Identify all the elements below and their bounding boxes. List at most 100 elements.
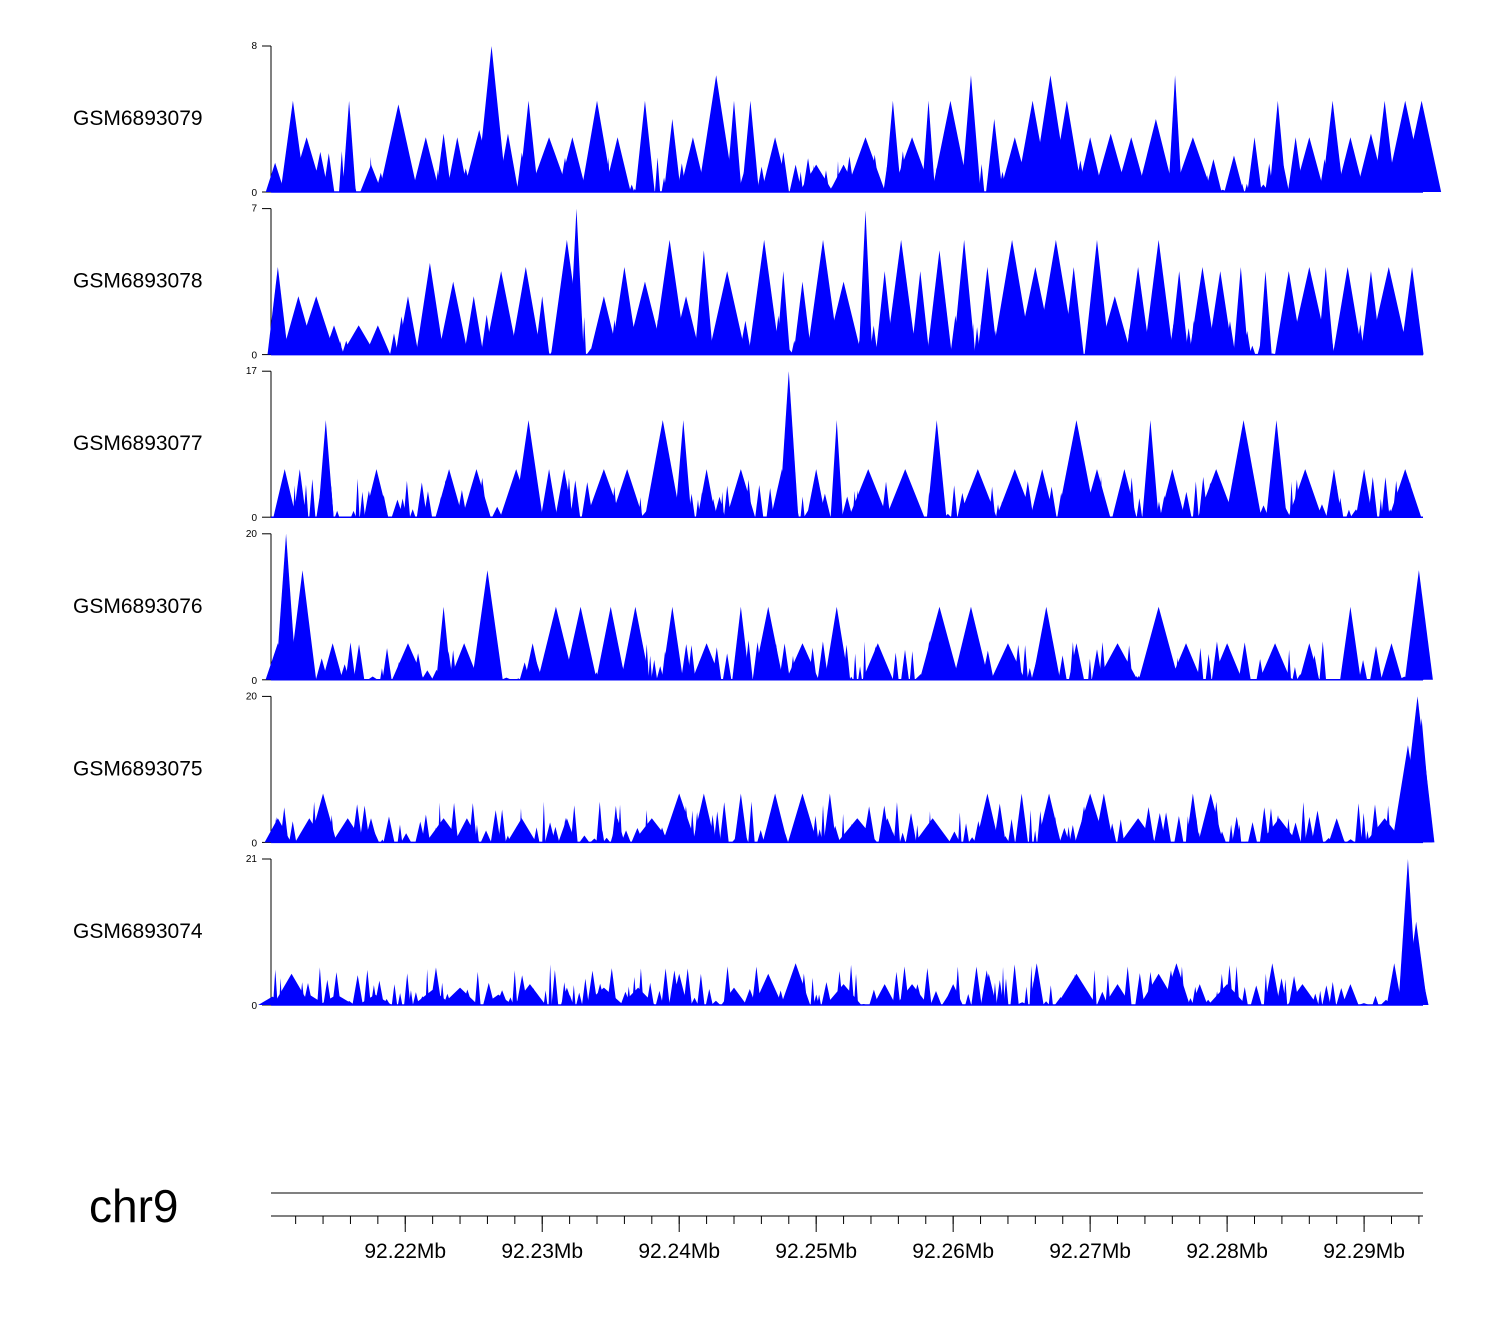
coverage-bar [1249,189,1257,192]
coverage-bar [998,501,1006,518]
coverage-bar [752,966,761,1005]
coverage-bar [878,805,890,843]
coverage-bar [548,964,552,1005]
coverage-bar [1310,655,1319,680]
y-tick-label-max: 17 [246,366,258,377]
coverage-bar [632,976,637,1005]
coverage-bar [1029,965,1034,1005]
coverage-bar [979,507,983,518]
coverage-bar [298,655,307,680]
coverage-bar [943,658,948,680]
coverage-bar [1017,331,1029,355]
coverage-bar [395,159,401,192]
y-tick-label-max: 20 [246,691,258,702]
peak-21 [708,271,746,355]
coverage-bar [375,172,386,192]
coverage-bar [611,486,618,518]
coverage-bar [1319,159,1330,192]
coverage-bar [1239,183,1245,192]
coverage-bar [687,645,696,680]
coverage-bar [413,185,421,192]
track-label: GSM6893076 [73,595,203,618]
coverage-bar [771,164,777,192]
coverage-bar [295,838,307,843]
coverage-bar [978,324,984,355]
coverage-bar [869,154,880,192]
coverage-bar [1336,988,1347,1005]
coverage-bar [843,1000,848,1005]
peak-33 [961,75,981,192]
coverage-bar [487,173,493,192]
coverage-bar [961,334,969,355]
coverage-bar [340,821,351,843]
coverage-bar [677,163,687,192]
coverage-bar [736,335,741,355]
coverage-bar [353,644,365,680]
coverage-bar [1014,644,1023,680]
coverage-bar [841,496,853,518]
coverage-bar [593,185,604,192]
coverage-bar [359,491,365,518]
peak-14 [529,137,569,192]
coverage-bar [311,169,322,192]
coverage-bar [989,486,996,518]
coverage-bar [1359,190,1368,192]
coverage-bar [1046,182,1052,192]
coverage-bar [790,655,796,680]
coverage-bar [449,802,459,843]
coverage-bar [695,341,705,355]
coverage-bar [855,490,860,518]
coverage-bar [1386,509,1394,518]
coverage-bar [1069,642,1076,680]
y-tick-label-min: 0 [251,676,257,687]
coverage-bar [1046,486,1057,518]
coverage-bar [918,837,930,843]
peak-33 [1380,643,1403,680]
track-label: GSM6893078 [73,270,203,293]
coverage-bar [752,642,763,680]
coverage-bar [777,151,789,192]
coverage-bar [840,177,845,192]
coverage-bar [1346,509,1352,518]
coverage-bar [927,347,933,355]
coverage-bar [1384,321,1396,355]
coverage-bar [1194,817,1199,843]
coverage-bar [1153,354,1161,355]
coverage-bar [800,973,808,1005]
coverage-bar [948,831,960,843]
peak-22 [953,606,989,680]
coverage-bar [457,671,467,680]
coverage-bar [870,646,881,680]
coverage-bar [280,807,289,843]
coverage-bar [1011,324,1016,355]
peak-30 [1259,643,1291,680]
peak-25 [807,239,839,355]
coverage-bar [355,478,360,518]
coverage-bar [516,975,528,1005]
coverage-bar [582,317,586,355]
peak-0 [267,267,289,355]
peak-50 [1294,137,1325,192]
coverage-bar [1408,482,1413,518]
coverage-bar [438,802,442,843]
coverage-bar [1118,664,1126,680]
peak-14 [569,208,584,355]
coverage-bar [933,167,940,192]
coverage-texture [273,313,1423,355]
coverage-bar [394,662,404,680]
coverage-bar [1160,495,1169,518]
coverage-bar [516,152,527,192]
coverage-bar [1334,485,1339,518]
coverage-bar [290,639,299,680]
coverage-bar [1409,978,1419,1005]
coverage-bar [965,501,973,518]
coverage-bar [1238,317,1243,355]
coverage-bar [739,320,752,355]
coverage-bar [699,675,707,680]
coverage-bar [795,509,799,518]
coverage-bar [411,337,417,355]
peak-4 [342,100,356,192]
coverage-bar [1200,998,1206,1005]
peak-54 [1373,100,1396,192]
coverage-bar [786,982,798,1005]
